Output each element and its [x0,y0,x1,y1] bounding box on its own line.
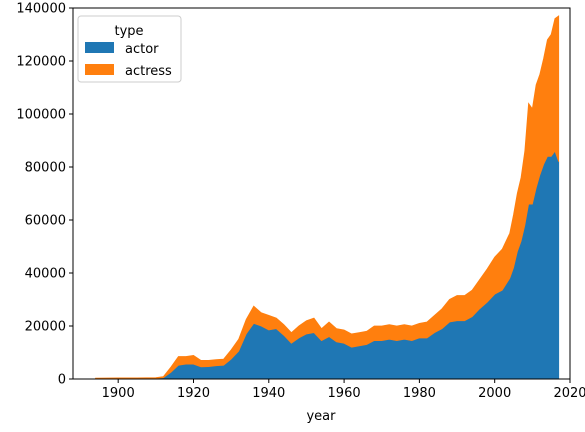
x-tick-label: 2020 [553,386,585,401]
y-tick-label: 20000 [25,320,66,335]
legend-label-actress: actress [125,64,172,79]
area-series-actress [95,15,560,379]
legend: type actor actress [77,15,182,83]
y-tick-label: 80000 [25,161,66,176]
x-tick-label: 1940 [252,386,285,401]
y-tick-label: 60000 [25,214,66,229]
y-axis-ticks: 0 20000 40000 60000 80000 100000 120000 140000 [16,2,73,388]
x-tick-label: 1920 [177,386,210,401]
x-tick-label: 1960 [328,386,361,401]
x-tick-label: 2000 [478,386,511,401]
y-tick-label: 140000 [16,2,66,17]
legend-swatch-actress [85,64,114,75]
x-tick-label: 1900 [102,386,135,401]
x-axis-label: year [306,409,336,424]
x-tick-label: 1980 [403,386,436,401]
chart-axes [72,7,571,380]
y-tick-label: 40000 [25,267,66,282]
y-tick-label: 100000 [16,108,66,123]
plot-frame [72,7,571,380]
x-axis-ticks: 1900 1920 1940 1960 1980 2000 2020 [102,379,585,401]
y-tick-label: 120000 [16,55,66,70]
legend-swatch-actor [85,42,114,53]
legend-label-actor: actor [125,42,159,57]
legend-title: type [114,24,143,39]
y-tick-label: 0 [58,373,66,388]
